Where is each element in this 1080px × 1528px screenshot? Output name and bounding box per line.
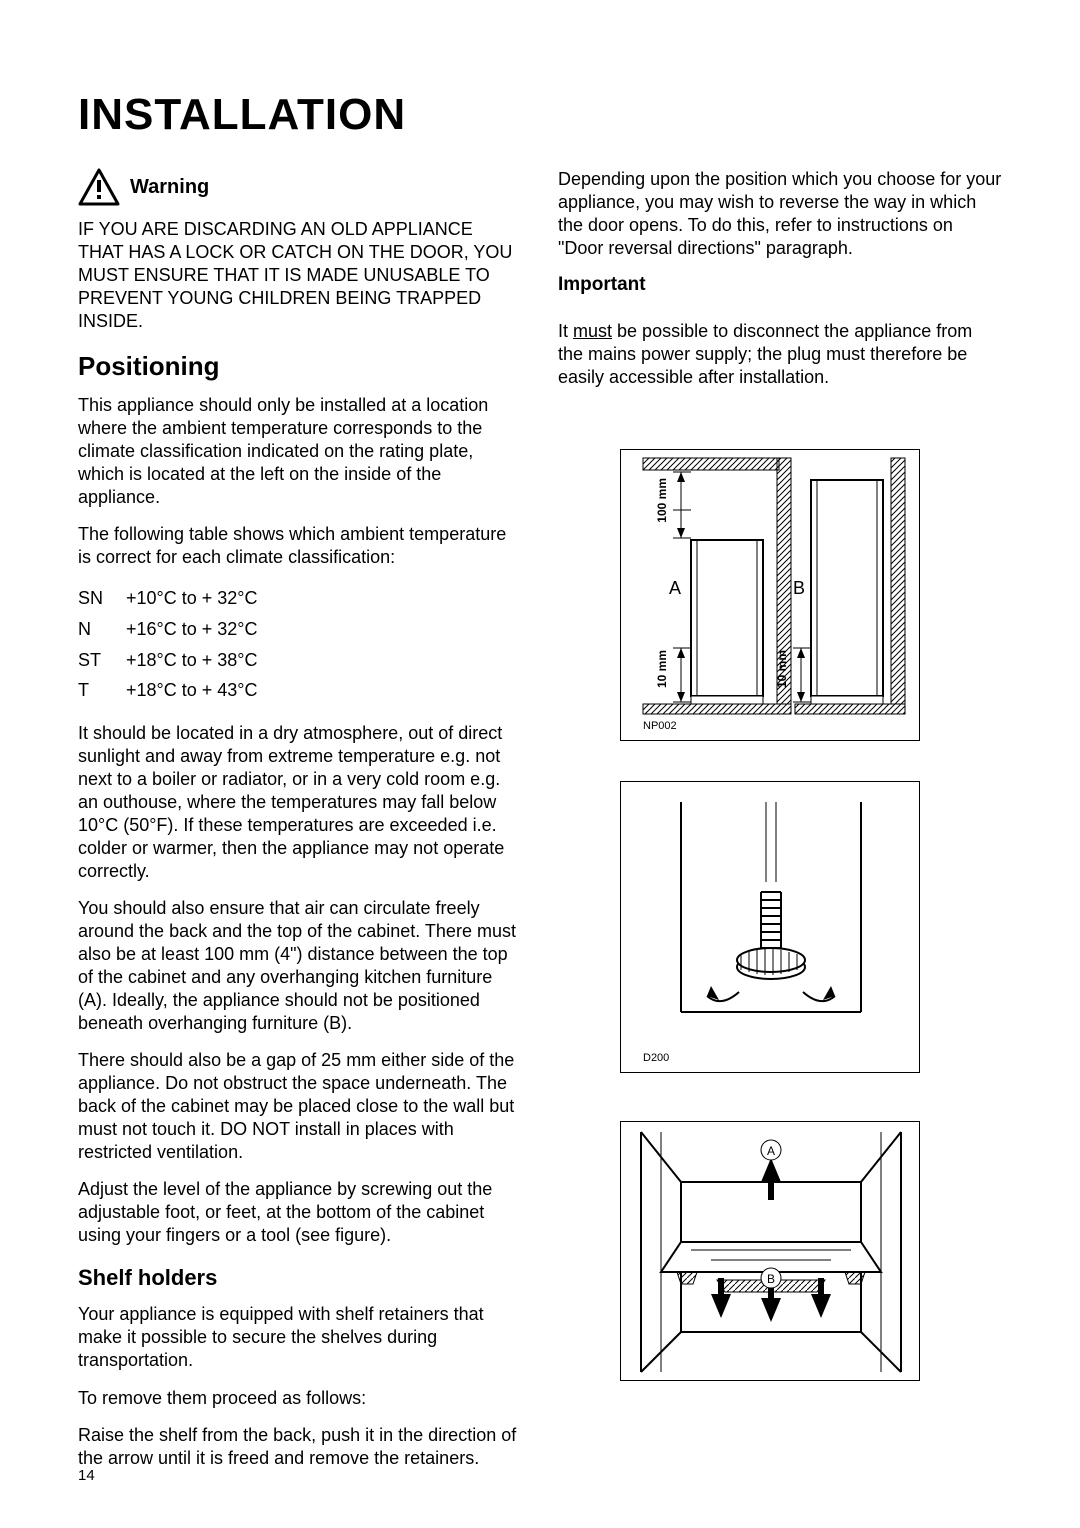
shelf-p1: Your appliance is equipped with shelf re… [78, 1303, 522, 1372]
shelf-p3: Raise the shelf from the back, push it i… [78, 1424, 522, 1470]
fig1-label-b: B [793, 578, 805, 599]
page-title: INSTALLATION [78, 90, 1002, 140]
climate-range: +10°C to + 32°C [126, 583, 257, 614]
climate-range: +18°C to + 43°C [126, 675, 257, 706]
warning-heading-row: Warning [78, 168, 522, 206]
shelf-p2: To remove them proceed as follows: [78, 1387, 522, 1410]
climate-range: +18°C to + 38°C [126, 645, 257, 676]
clearance-diagram: 100 mm 10 mm 10 mm A B NP002 [620, 449, 920, 741]
positioning-p5: There should also be a gap of 25 mm eith… [78, 1049, 522, 1164]
svg-text:B: B [767, 1272, 775, 1286]
positioning-p6: Adjust the level of the appliance by scr… [78, 1178, 522, 1247]
warning-text: IF YOU ARE DISCARDING AN OLD APPLIANCE T… [78, 218, 522, 333]
important-pre: It [558, 321, 573, 341]
climate-code: ST [78, 645, 112, 676]
door-reversal-text: Depending upon the position which you ch… [558, 168, 1002, 260]
positioning-p4: You should also ensure that air can circ… [78, 897, 522, 1035]
important-text: It must be possible to disconnect the ap… [558, 320, 1002, 389]
positioning-p3: It should be located in a dry atmosphere… [78, 722, 522, 883]
climate-code: SN [78, 583, 112, 614]
fig1-dim-10a: 10 mm [655, 650, 669, 688]
warning-triangle-icon [78, 168, 120, 206]
important-underlined: must [573, 321, 612, 341]
fig1-np-label: NP002 [643, 720, 677, 732]
positioning-p2: The following table shows which ambient … [78, 523, 522, 569]
climate-range: +16°C to + 32°C [126, 614, 257, 645]
adjustable-foot-diagram: D200 [620, 781, 920, 1073]
warning-label: Warning [130, 176, 209, 199]
climate-code: T [78, 675, 112, 706]
important-label: Important [558, 274, 1002, 296]
climate-code: N [78, 614, 112, 645]
positioning-heading: Positioning [78, 351, 522, 382]
fig1-label-a: A [669, 578, 681, 599]
fig2-d-label: D200 [643, 1052, 669, 1064]
shelf-holders-heading: Shelf holders [78, 1265, 522, 1291]
important-post: be possible to disconnect the appliance … [558, 321, 972, 387]
content-columns: Warning IF YOU ARE DISCARDING AN OLD APP… [78, 168, 1002, 1484]
climate-row: ST +18°C to + 38°C [78, 645, 522, 676]
fig1-dim-10b: 10 mm [775, 650, 789, 688]
climate-row: SN +10°C to + 32°C [78, 583, 522, 614]
right-column: Depending upon the position which you ch… [558, 168, 1002, 1484]
climate-row: N +16°C to + 32°C [78, 614, 522, 645]
shelf-retainer-diagram: A B [620, 1121, 920, 1381]
page-number: 14 [78, 1467, 95, 1484]
left-column: Warning IF YOU ARE DISCARDING AN OLD APP… [78, 168, 522, 1484]
svg-text:A: A [767, 1144, 775, 1158]
fig1-dim-100: 100 mm [655, 478, 669, 523]
climate-table: SN +10°C to + 32°C N +16°C to + 32°C ST … [78, 583, 522, 705]
climate-row: T +18°C to + 43°C [78, 675, 522, 706]
positioning-p1: This appliance should only be installed … [78, 394, 522, 509]
